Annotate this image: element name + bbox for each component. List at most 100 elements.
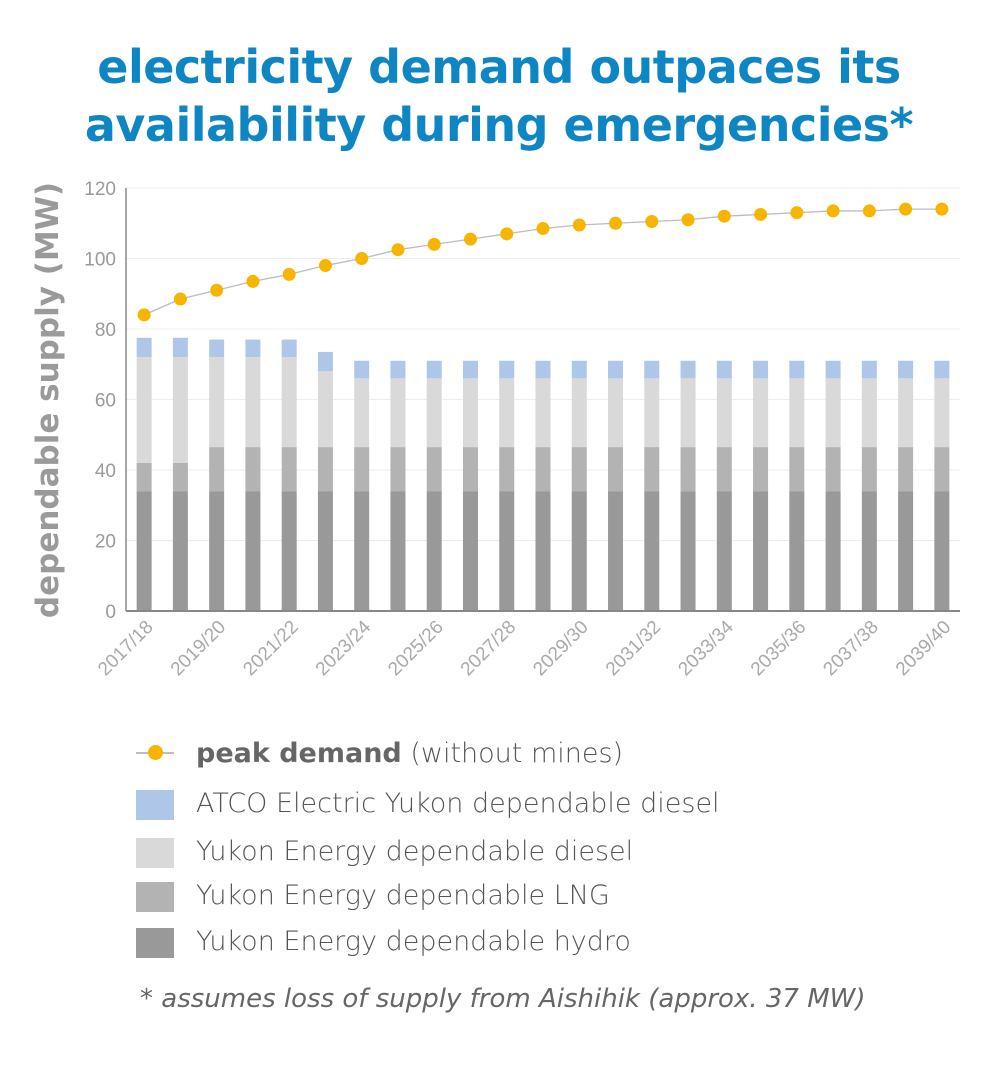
- peak-demand-point: [174, 293, 187, 306]
- bar-atco-diesel: [934, 361, 949, 379]
- bar-ye-lng: [318, 447, 333, 491]
- x-tick-label: 2019/20: [167, 617, 230, 680]
- bar-ye-lng: [245, 447, 260, 491]
- y-tick-label: 0: [105, 602, 116, 623]
- peak-demand-point: [210, 284, 223, 297]
- x-tick-labels: 2017/18 2019/20 2021/22 2023/24 2025/26 2027/…: [94, 616, 955, 680]
- bar-ye-hydro: [536, 491, 551, 611]
- bar-ye-lng: [282, 447, 297, 491]
- bar-ye-diesel: [717, 378, 732, 447]
- bar-ye-lng: [390, 447, 405, 491]
- x-tick-label: 2023/24: [312, 616, 376, 680]
- legend-label-ye-lng: Yukon Energy dependable LNG: [196, 880, 610, 911]
- bar-ye-diesel: [572, 378, 587, 447]
- bar-atco-diesel: [499, 361, 514, 379]
- y-tick-labels: 0 20 40 60 80 100 120: [84, 179, 116, 623]
- peak-demand-point: [428, 238, 441, 251]
- peak-demand-point: [537, 222, 550, 235]
- bar-ye-lng: [427, 447, 442, 491]
- bar-ye-hydro: [354, 491, 369, 611]
- bar-ye-diesel: [173, 357, 188, 463]
- bar-ye-diesel: [536, 378, 551, 447]
- bar-atco-diesel: [354, 361, 369, 379]
- peak-demand-point: [863, 204, 876, 217]
- peak-demand-point: [935, 203, 948, 216]
- peak-demand-point: [500, 227, 513, 240]
- bar-atco-diesel: [644, 361, 659, 379]
- bar-ye-lng: [934, 447, 949, 491]
- bar-ye-hydro: [717, 491, 732, 611]
- bar-atco-diesel: [681, 361, 696, 379]
- bar-ye-diesel: [934, 378, 949, 447]
- bar-ye-diesel: [789, 378, 804, 447]
- footnote: * assumes loss of supply from Aishihik (…: [140, 984, 865, 1014]
- legend-label-atco-diesel: ATCO Electric Yukon dependable diesel: [196, 788, 720, 819]
- bar-ye-diesel: [463, 378, 478, 447]
- x-tick-label: 2035/36: [747, 617, 810, 680]
- x-tick-label: 2027/28: [457, 617, 520, 680]
- peak-demand-point: [682, 213, 695, 226]
- x-tick-label: 2031/32: [602, 617, 665, 680]
- bar-ye-hydro: [137, 491, 152, 611]
- bar-ye-diesel: [862, 378, 877, 447]
- bar-ye-lng: [753, 447, 768, 491]
- bar-ye-lng: [789, 447, 804, 491]
- peak-demand-point: [391, 243, 404, 256]
- bar-atco-diesel: [572, 361, 587, 379]
- bar-atco-diesel: [137, 338, 152, 357]
- bar-atco-diesel: [862, 361, 877, 379]
- bar-ye-hydro: [862, 491, 877, 611]
- bar-ye-hydro: [282, 491, 297, 611]
- bar-ye-lng: [862, 447, 877, 491]
- x-tick-label: 2039/40: [892, 617, 955, 680]
- bar-ye-diesel: [390, 378, 405, 447]
- peak-demand-point: [718, 210, 731, 223]
- bar-ye-lng: [137, 463, 152, 491]
- bar-ye-diesel: [427, 378, 442, 447]
- y-tick-label: 60: [95, 391, 116, 412]
- peak-demand-point: [283, 268, 296, 281]
- bar-atco-diesel: [282, 340, 297, 358]
- bar-ye-lng: [173, 463, 188, 491]
- bar-ye-hydro: [572, 491, 587, 611]
- bar-ye-diesel: [245, 357, 260, 447]
- bar-ye-diesel: [898, 378, 913, 447]
- bar-ye-diesel: [318, 371, 333, 447]
- bar-ye-hydro: [681, 491, 696, 611]
- bar-ye-hydro: [753, 491, 768, 611]
- bar-atco-diesel: [536, 361, 551, 379]
- bar-ye-hydro: [209, 491, 224, 611]
- peak-demand-line: [138, 203, 949, 322]
- bar-atco-diesel: [463, 361, 478, 379]
- peak-demand-point: [754, 208, 767, 221]
- bar-ye-hydro: [463, 491, 478, 611]
- bar-ye-lng: [826, 447, 841, 491]
- bar-ye-diesel: [826, 378, 841, 447]
- bar-ye-hydro: [608, 491, 623, 611]
- bar-ye-diesel: [354, 378, 369, 447]
- legend-label-ye-diesel: Yukon Energy dependable diesel: [196, 836, 633, 867]
- bar-atco-diesel: [245, 340, 260, 358]
- bar-atco-diesel: [173, 338, 188, 357]
- legend-swatch-atco-diesel: [136, 790, 174, 820]
- bar-ye-hydro: [390, 491, 405, 611]
- peak-demand-point: [355, 252, 368, 265]
- bar-atco-diesel: [826, 361, 841, 379]
- peak-demand-point: [573, 219, 586, 232]
- bar-atco-diesel: [789, 361, 804, 379]
- bar-ye-hydro: [826, 491, 841, 611]
- legend-peak-rest: (without mines): [402, 738, 623, 769]
- x-tick-label: 2017/18: [94, 617, 157, 680]
- y-tick-label: 80: [95, 320, 116, 341]
- bar-atco-diesel: [427, 361, 442, 379]
- bar-atco-diesel: [717, 361, 732, 379]
- peak-demand-point: [609, 217, 622, 230]
- legend-swatch-ye-hydro: [136, 928, 174, 958]
- bar-ye-lng: [354, 447, 369, 491]
- y-axis-label: dependable supply (MW): [30, 182, 66, 618]
- legend-peak-bold: peak demand: [196, 738, 402, 769]
- bar-ye-hydro: [318, 491, 333, 611]
- peak-demand-point: [319, 259, 332, 272]
- bar-ye-lng: [681, 447, 696, 491]
- bar-ye-lng: [898, 447, 913, 491]
